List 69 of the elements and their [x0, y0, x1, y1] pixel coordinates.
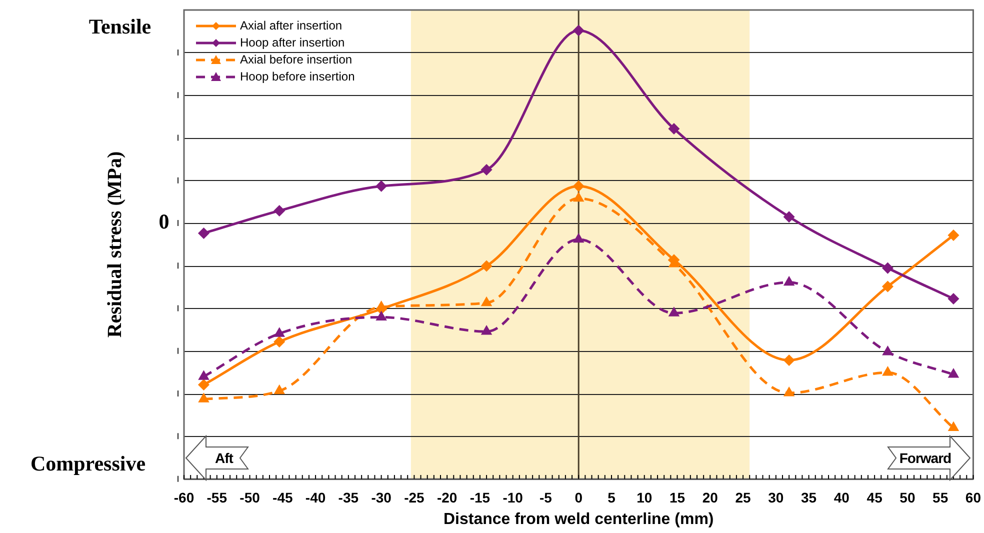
x-tick-label: -45	[272, 489, 293, 506]
text: Compressive	[30, 451, 146, 476]
text: 0	[158, 209, 170, 234]
y-axis-title: Residual stress (MPa)	[104, 151, 126, 338]
point	[574, 234, 584, 243]
point	[668, 124, 680, 134]
x-axis-title: Distance from weld centerline (mm)	[443, 510, 714, 528]
x-tick-label: -20	[436, 489, 458, 506]
point	[481, 260, 492, 272]
text: Forward	[899, 450, 952, 466]
point	[482, 298, 492, 306]
point	[882, 281, 893, 292]
point	[573, 25, 584, 36]
point	[948, 230, 959, 241]
x-tick-label: -25	[404, 489, 425, 506]
point	[573, 180, 584, 192]
point	[784, 354, 794, 366]
point	[784, 277, 794, 286]
point	[883, 367, 892, 376]
point	[376, 302, 386, 310]
x-tick-label: 55	[932, 489, 948, 506]
point	[948, 369, 958, 378]
x-tick-label: -50	[240, 489, 260, 506]
point	[883, 346, 892, 356]
point	[199, 371, 208, 380]
point	[482, 326, 492, 335]
point	[274, 205, 285, 216]
point	[198, 228, 209, 238]
x-tick-label: 20	[702, 489, 718, 506]
point	[574, 193, 584, 202]
point	[376, 312, 386, 320]
x-tick-label: -35	[338, 489, 359, 506]
legend-label: Axial after insertion	[240, 18, 342, 32]
x-tick-label: 5	[608, 489, 616, 506]
point	[274, 328, 284, 337]
point	[948, 422, 958, 432]
text: Tensile	[88, 14, 152, 38]
point	[199, 394, 208, 402]
x-tick-label: -15	[470, 489, 490, 506]
x-tick-label: -40	[305, 489, 326, 506]
point	[948, 294, 959, 304]
point	[376, 180, 387, 192]
x-tick-label: -10	[502, 489, 524, 506]
legend-label: Axial before insertion	[240, 52, 352, 66]
legend-label: Hoop after insertion	[240, 35, 345, 50]
x-tick-label: 0	[574, 489, 583, 506]
point	[784, 212, 794, 222]
x-tick-label: -30	[371, 489, 392, 506]
x-tick-label: -5	[539, 489, 552, 506]
x-tick-label: 60	[965, 489, 982, 506]
x-tick-label: 45	[866, 489, 883, 506]
x-tick-label: 30	[768, 489, 784, 506]
x-tick-label: 35	[801, 489, 817, 506]
point	[481, 164, 492, 175]
point	[784, 388, 794, 396]
legend-label: Hoop before insertion	[240, 69, 355, 84]
point	[274, 386, 284, 394]
x-tick-label: -55	[206, 489, 228, 506]
point	[669, 308, 679, 316]
point	[882, 262, 893, 274]
x-tick-label: 25	[735, 489, 752, 506]
x-tick-label: 10	[636, 489, 652, 506]
x-tick-label: 40	[834, 489, 850, 506]
x-tick-label: 15	[669, 489, 686, 506]
point	[274, 336, 285, 348]
text: Aft	[215, 450, 233, 466]
x-tick-label: -60	[174, 489, 194, 506]
point	[198, 380, 209, 390]
x-tick-label: 50	[900, 489, 916, 506]
